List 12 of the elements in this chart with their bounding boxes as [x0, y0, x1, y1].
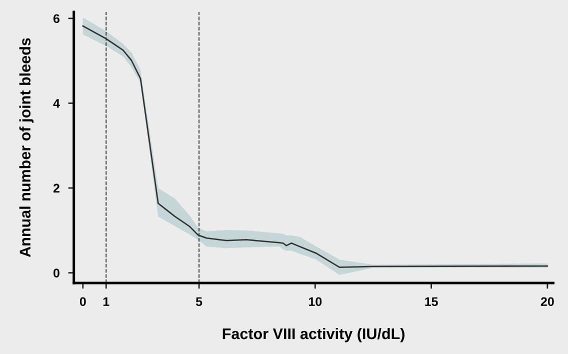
y-tick-label: 6: [53, 14, 60, 24]
y-tick-label: 2: [53, 184, 60, 193]
x-tick-label: 5: [196, 297, 202, 306]
x-tick-label: 1: [103, 297, 110, 306]
y-tick-label: 4: [53, 99, 60, 108]
y-tick-label: 0: [53, 268, 60, 278]
x-tick-label: 0: [80, 297, 86, 306]
x-tick-label: 20: [540, 297, 554, 306]
x-tick-label: 15: [425, 297, 438, 306]
y-axis-title: Annual number of joint bleeds: [19, 38, 34, 258]
x-axis-title: Factor VIII activity (IU/dL): [222, 328, 404, 342]
x-tick-label: 10: [309, 297, 322, 306]
